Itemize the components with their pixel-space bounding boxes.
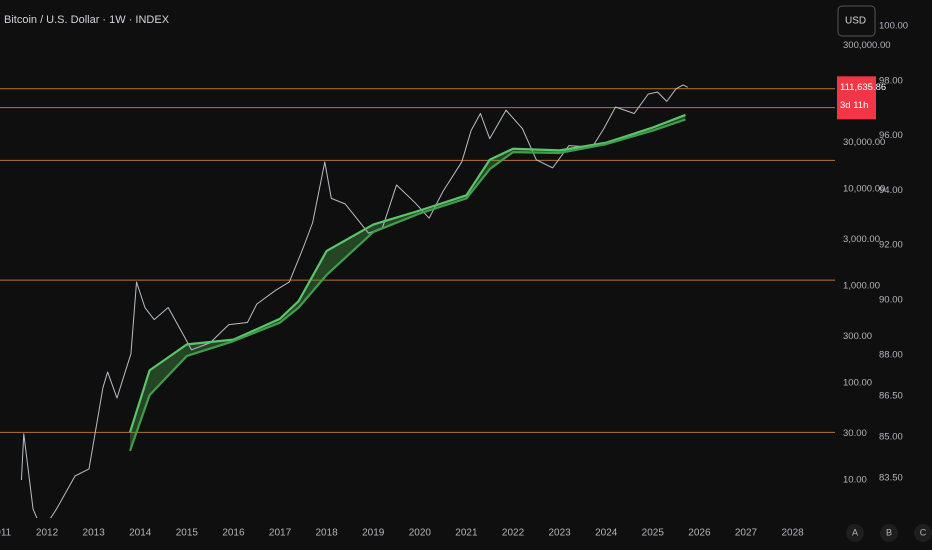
y2-tick-label: 85.00 [879,431,903,442]
scale-button-label[interactable]: B [886,527,892,537]
x-tick-label: 2015 [176,528,199,539]
x-tick-label: 2021 [455,528,478,539]
band-line [128,118,686,452]
y2-tick-label: 94.00 [879,185,903,196]
x-tick-label: 2016 [222,528,245,539]
scale-button[interactable] [880,524,898,542]
scale-button-label[interactable]: A [852,527,858,537]
x-tick-label: 2017 [269,528,292,539]
x-tick-label: 2023 [548,528,571,539]
price-label: 111,635.86 [840,82,886,93]
currency-label[interactable]: USD [845,16,866,27]
y2-tick-label: 90.00 [879,294,903,305]
y-tick-label: 10.00 [843,475,867,486]
y2-tick-label: 98.00 [879,75,903,86]
y2-tick-label: 83.50 [879,473,903,484]
y-tick-label: 10,000.00 [843,183,885,194]
y-tick-label: 300,000.00 [843,40,891,51]
scale-button[interactable] [914,524,932,542]
x-tick-label: 2020 [409,528,432,539]
countdown-label: 3d 11h [840,100,868,111]
x-tick-label: 2024 [595,528,618,539]
y2-tick-label: 100.00 [879,21,908,32]
y2-tick-label: 92.00 [879,240,903,251]
y2-tick-label: 88.00 [879,349,903,360]
x-tick-label: 2013 [83,528,106,539]
price-label-box [837,76,876,120]
y2-tick-label: 86.50 [879,390,903,401]
x-tick-label: 2014 [129,528,152,539]
x-tick-label: 2012 [36,528,59,539]
plot-area [0,84,835,518]
x-tick-label: 2027 [735,528,758,539]
x-tick-label: 2018 [316,528,339,539]
x-tick-label: 2022 [502,528,525,539]
y-tick-label: 30,000.00 [843,137,885,148]
x-tick-label: 2026 [688,528,711,539]
x-tick-label: 2025 [642,528,665,539]
y2-tick-label: 96.00 [879,130,903,141]
band-line [128,113,686,433]
x-tick-label: 2019 [362,528,385,539]
y-tick-label: 1,000.00 [843,281,880,292]
x-tick-label: 2028 [781,528,804,539]
currency-button[interactable] [837,5,876,37]
y-tick-label: 100.00 [843,378,872,389]
chart-title: Bitcoin / U.S. Dollar · 1W · INDEX [4,14,170,26]
y-tick-label: 3,000.00 [843,234,880,245]
price-line [20,84,688,518]
y-tick-label: 300.00 [843,331,872,342]
scale-button-label[interactable]: C [920,527,927,537]
scale-button[interactable] [846,524,864,542]
x-tick-label: 2011 [0,528,12,539]
y-tick-label: 30.00 [843,428,867,439]
